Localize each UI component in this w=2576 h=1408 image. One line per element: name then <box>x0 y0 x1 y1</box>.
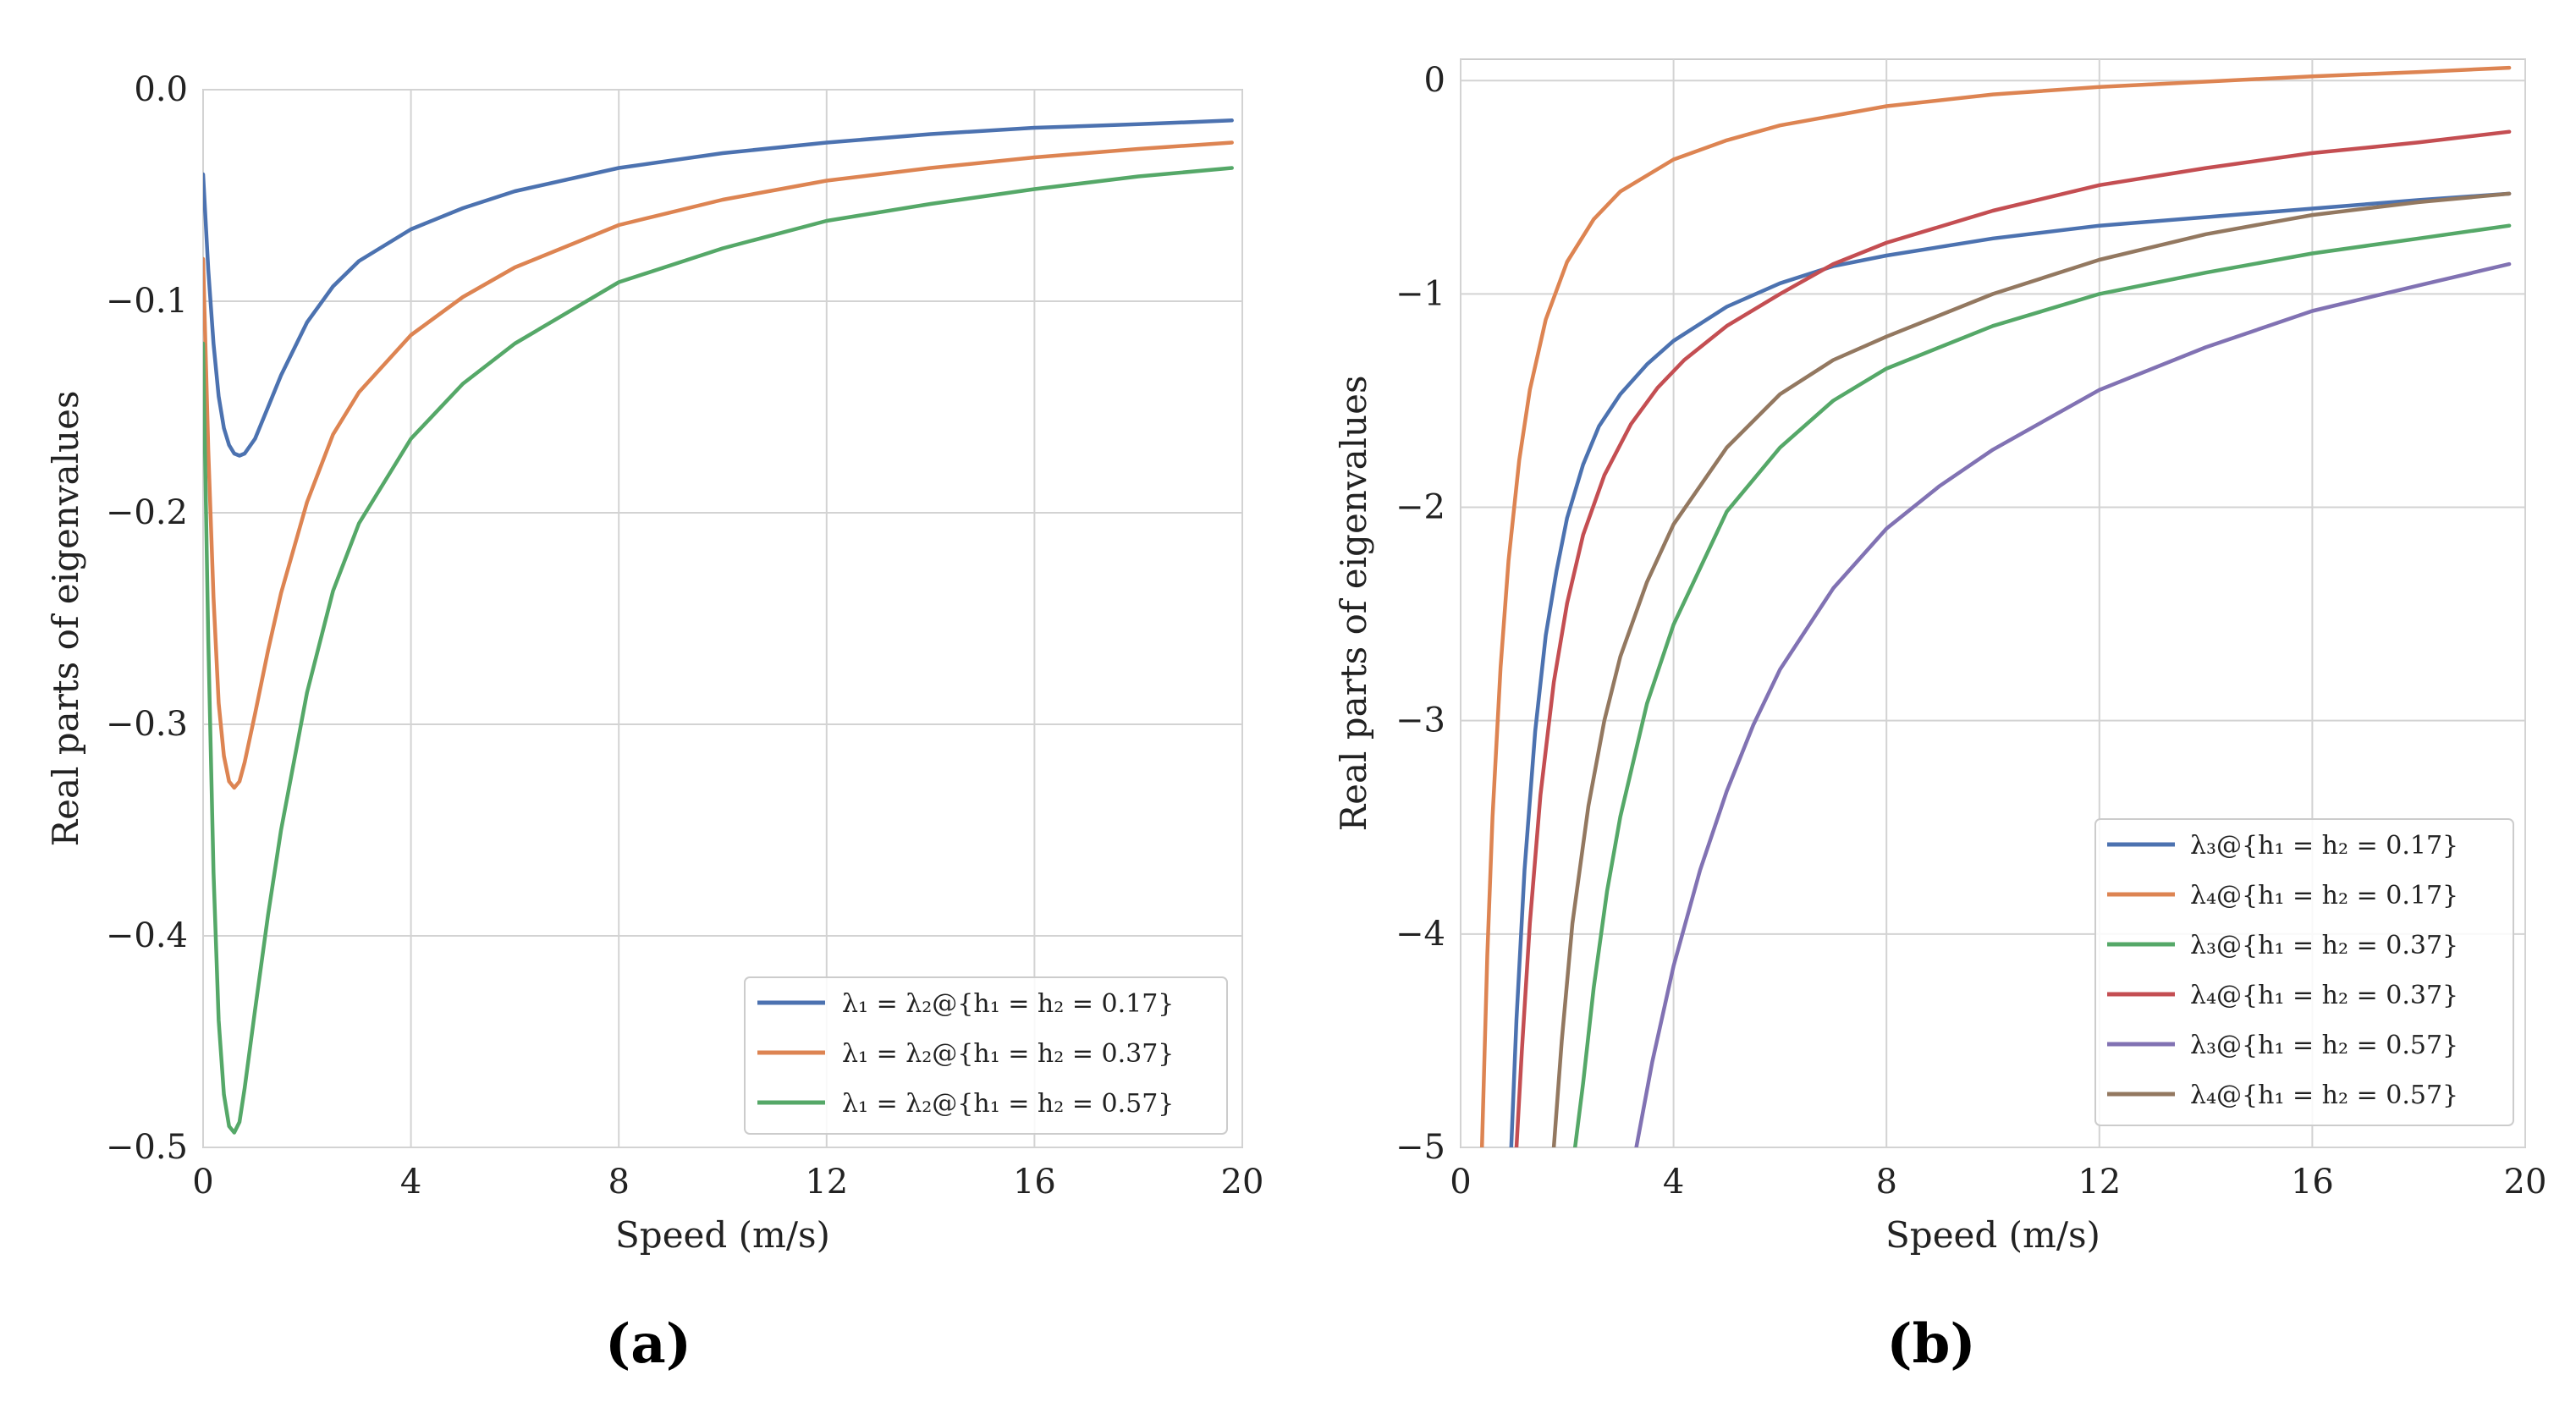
series-line-0 <box>1509 191 2512 1147</box>
legend-label: λ₃@{h₁ = h₂ = 0.57} <box>2190 1031 2458 1060</box>
legend-label: λ₁ = λ₂@{h₁ = h₂ = 0.57} <box>842 1089 1174 1119</box>
x-axis-label-a: Speed (m/s) <box>615 1214 830 1256</box>
legend-b: λ₃@{h₁ = h₂ = 0.17} λ₄@{h₁ = h₂ = 0.17} λ₃… <box>2094 818 2514 1126</box>
lines-b <box>1479 65 2512 1147</box>
series-line-1 <box>203 140 1234 790</box>
y-tick-label: −3 <box>1395 701 1445 740</box>
x-tick-label: 8 <box>608 1163 629 1202</box>
x-tick-label: 4 <box>400 1163 421 1202</box>
y-axis-label-a: Real parts of eigenvalues <box>45 390 86 846</box>
y-tick-label: −1 <box>1395 274 1445 313</box>
x-ticks-b: 0 4 8 12 16 20 <box>1450 1163 2546 1202</box>
chart-b: 0 4 8 12 16 20 0 −1 −2 −3 −4 −5 Speed (m/s) Real p… <box>1333 58 2546 1376</box>
panel-label-b: (b) <box>1886 1312 1975 1376</box>
y-axis-label-b: Real parts of eigenvalues <box>1333 375 1374 831</box>
y-tick-label: −4 <box>1395 915 1445 954</box>
series-line-2 <box>203 166 1234 1135</box>
plot-area-a <box>202 89 1243 1148</box>
y-tick-label: −0.2 <box>106 493 188 532</box>
x-tick-label: 0 <box>1450 1163 1471 1202</box>
legend-box-b <box>2094 818 2514 1126</box>
y-tick-label: −0.5 <box>106 1128 188 1167</box>
series-line-0 <box>203 118 1234 458</box>
series-line-3 <box>1514 129 2512 1147</box>
lines-a <box>203 118 1234 1135</box>
x-tick-label: 12 <box>2078 1163 2121 1202</box>
x-tick-label: 20 <box>1221 1163 1264 1202</box>
x-tick-label: 12 <box>805 1163 848 1202</box>
legend-box-a <box>744 976 1228 1135</box>
x-tick-label: 16 <box>2291 1163 2334 1202</box>
y-tick-label: 0 <box>1424 61 1445 100</box>
y-tick-label: −2 <box>1395 488 1445 527</box>
legend-label: λ₁ = λ₂@{h₁ = h₂ = 0.17} <box>842 989 1174 1019</box>
legend-a: λ₁ = λ₂@{h₁ = h₂ = 0.17} λ₁ = λ₂@{h₁ = h₂… <box>744 976 1228 1135</box>
y-tick-label: −0.3 <box>106 705 188 744</box>
y-tick-label: −5 <box>1395 1128 1445 1167</box>
series-line-1 <box>1479 65 2512 1147</box>
panel-label-a: (a) <box>605 1312 691 1376</box>
chart-a: 0 4 8 12 16 20 0.0 −0.1 −0.2 −0.3 −0.4 −0.5 Speed … <box>45 70 1263 1376</box>
x-tick-label: 4 <box>1663 1163 1684 1202</box>
series-line-4 <box>1634 261 2512 1147</box>
series-line-2 <box>1572 223 2512 1147</box>
legend-label: λ₄@{h₁ = h₂ = 0.37} <box>2190 981 2458 1010</box>
legend-label: λ₁ = λ₂@{h₁ = h₂ = 0.37} <box>842 1039 1174 1069</box>
legend-label: λ₄@{h₁ = h₂ = 0.57} <box>2190 1081 2458 1110</box>
x-tick-label: 0 <box>192 1163 213 1202</box>
y-tick-label: −0.1 <box>106 282 188 321</box>
x-tick-label: 8 <box>1875 1163 1896 1202</box>
x-tick-label: 20 <box>2504 1163 2547 1202</box>
y-tick-label: 0.0 <box>134 70 188 109</box>
y-ticks-a: 0.0 −0.1 −0.2 −0.3 −0.4 −0.5 <box>106 70 188 1167</box>
legend-label: λ₄@{h₁ = h₂ = 0.17} <box>2190 881 2458 910</box>
y-ticks-b: 0 −1 −2 −3 −4 −5 <box>1395 61 1445 1167</box>
x-ticks-a: 0 4 8 12 16 20 <box>192 1163 1263 1202</box>
x-axis-label-b: Speed (m/s) <box>1885 1214 2100 1256</box>
legend-label: λ₃@{h₁ = h₂ = 0.17} <box>2190 831 2458 861</box>
x-tick-label: 16 <box>1013 1163 1056 1202</box>
y-tick-label: −0.4 <box>106 916 188 955</box>
legend-label: λ₃@{h₁ = h₂ = 0.37} <box>2190 931 2458 960</box>
series-line-5 <box>1551 191 2512 1147</box>
